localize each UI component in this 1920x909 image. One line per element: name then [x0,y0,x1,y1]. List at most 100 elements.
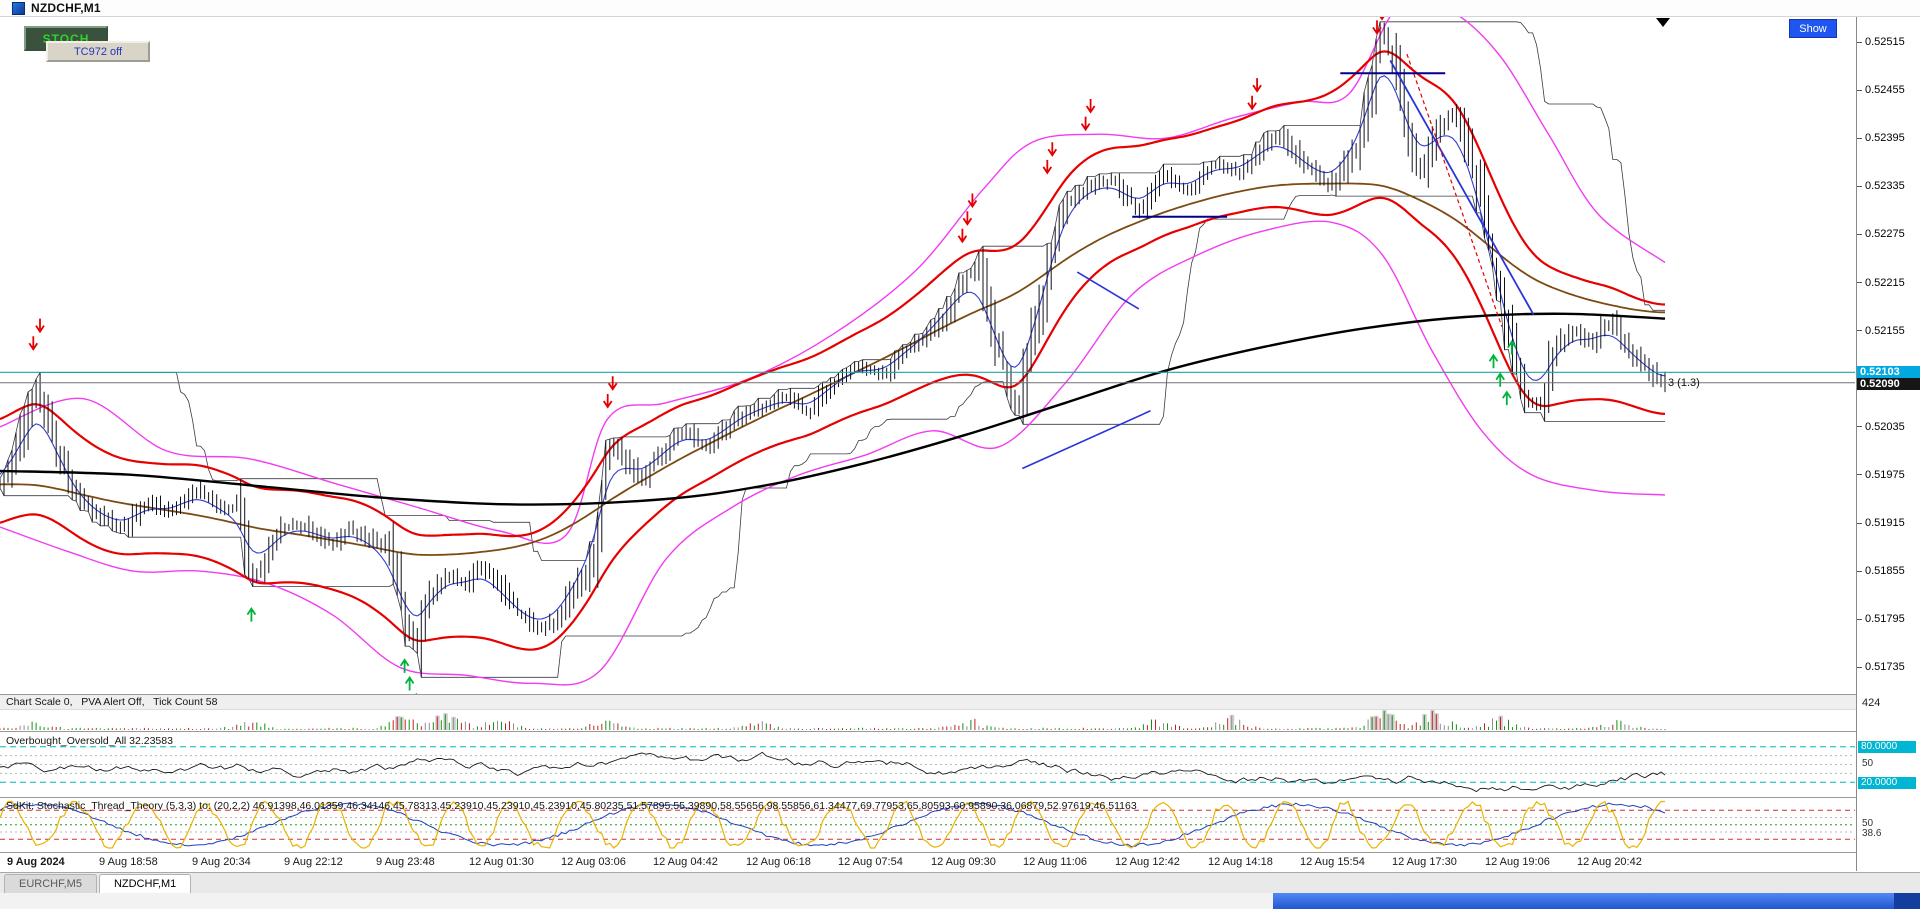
time-label: 12 Aug 06:18 [746,856,811,868]
sell-arrow-icon[interactable] [28,336,39,351]
time-label: 12 Aug 19:06 [1485,856,1550,868]
obos-level-high-badge: 80.0000 [1858,741,1916,753]
price-tick-mark [1857,619,1862,620]
chart-title: NZDCHF,M1 [31,1,101,15]
candles [0,21,1666,678]
volume-scale-value: 424 [1862,697,1881,709]
price-tick-mark [1857,138,1862,139]
price-tick-mark [1857,571,1862,572]
stoch-current-value: 38.6 [1862,828,1882,839]
sell-arrow-icon[interactable] [1247,95,1257,111]
sell-arrow-icon[interactable] [607,376,618,391]
sell-arrow-icon[interactable] [1047,142,1058,157]
obos-indicator-label: Overbought_Oversold_All 32.23583 [6,735,173,747]
panel-separator[interactable] [0,731,1856,732]
time-label: 12 Aug 11:06 [1023,856,1088,868]
volume-panel-header: Chart Scale 0, PVA Alert Off, Tick Count… [0,695,1856,710]
price-tick-label: 0.52215 [1865,277,1905,289]
price-tick-mark [1857,234,1862,235]
time-label: 12 Aug 03:06 [561,856,626,868]
outer-band-upper [0,17,1666,544]
sell-arrow-icon[interactable] [1252,78,1262,93]
time-label: 12 Aug 09:30 [931,856,996,868]
volume-panel-canvas[interactable] [0,710,1855,731]
price-tick-mark [1857,42,1862,43]
time-label: 12 Aug 14:18 [1208,856,1273,868]
buy-arrow-icon[interactable] [246,606,257,622]
stochastic-canvas[interactable] [0,798,1855,852]
trendline[interactable] [1389,59,1535,316]
sell-arrow-icon[interactable] [35,318,45,334]
tab-nzdchf-m1[interactable]: NZDCHF,M1 [98,874,192,893]
stoch-level-mid-value: 50 [1862,818,1874,829]
buy-arrow-icon[interactable] [1488,353,1499,369]
time-label: 9 Aug 23:48 [376,856,435,868]
current-bar-marker [1656,18,1670,27]
panel-separator[interactable] [0,852,1856,853]
red-band-upper [0,50,1666,538]
price-tick-mark [1857,186,1862,187]
buy-arrow-icon[interactable] [1507,339,1517,355]
price-tick-label: 0.52275 [1865,228,1905,240]
buy-arrow-icon[interactable] [1502,390,1512,406]
trendline[interactable] [1076,271,1140,310]
volume-panel-label: Chart Scale 0, PVA Alert Off, Tick Count… [6,696,218,708]
sell-arrow-icon[interactable] [1372,20,1382,36]
trendline[interactable] [1021,410,1151,470]
price-tick-label: 0.52395 [1865,132,1905,144]
time-label: 12 Aug 15:54 [1300,856,1365,868]
stochastic-indicator-label: SdKit; Stochastic_Thread_Theory (5,3,3) … [6,800,1137,812]
buy-arrow-icon[interactable] [399,658,410,673]
show-button[interactable]: Show [1789,19,1837,38]
obos-line [0,751,1666,793]
price-tick-label: 0.51975 [1865,469,1905,481]
bottom-strip [0,893,1920,909]
price-axis-separator [1856,17,1857,871]
sell-arrow-icon[interactable] [962,211,973,226]
sell-arrow-icon[interactable] [1042,159,1053,175]
trendline[interactable] [1406,53,1503,327]
time-label: 12 Aug 20:42 [1577,856,1642,868]
red-band-lower [0,196,1666,651]
sell-arrow-icon[interactable] [1085,99,1096,114]
time-axis[interactable]: 9 Aug 2024 9 Aug 18:58 9 Aug 20:34 9 Aug 22… [0,853,1856,871]
overlay-toggle-button[interactable]: TC972 off [46,41,150,62]
time-label: 12 Aug 01:30 [469,856,534,868]
brown-ma [0,182,1665,556]
trade-annotation: 3 (1.3) [1668,377,1700,389]
chart-title-bar[interactable]: NZDCHF,M1 [0,0,1920,17]
price-axis[interactable]: 0.52103 0.52090 0.52515 0.52455 0.52395 0.5… [1857,17,1920,871]
tab-eurchf-m5[interactable]: EURCHF,M5 [4,874,97,893]
buy-arrow-icon[interactable] [1495,372,1505,387]
price-tick-mark [1857,523,1862,524]
time-label: 9 Aug 20:34 [192,856,251,868]
panel-separator[interactable] [0,797,1856,798]
sell-arrow-icon[interactable] [602,394,613,409]
last-price-badge: 0.52090 [1857,378,1920,390]
buy-arrow-icon[interactable] [404,675,415,691]
price-tick-mark [1857,426,1862,427]
price-tick-label: 0.51915 [1865,517,1905,529]
chart-icon [12,1,25,15]
time-label: 12 Aug 12:42 [1115,856,1180,868]
time-label: 9 Aug 18:58 [99,856,158,868]
sell-arrow-icon[interactable] [1080,116,1091,132]
taskbar-corner [1894,893,1920,909]
sell-arrow-icon[interactable] [1378,17,1386,21]
channel-lower [0,194,1665,678]
overbought-oversold-canvas[interactable] [0,732,1855,797]
time-label: 12 Aug 04:42 [653,856,718,868]
price-tick-mark [1857,330,1862,331]
chart-tab-bar: EURCHF,M5 NZDCHF,M1 [0,872,1920,893]
sell-arrow-icon[interactable] [967,193,978,209]
sell-arrow-icon[interactable] [957,228,968,244]
price-tick-mark [1857,474,1862,475]
panel-separator[interactable] [0,694,1856,695]
stoch-signal-line [0,802,1666,848]
stoch-main-line [0,800,1665,849]
outer-band-lower [0,220,1666,686]
time-label: 12 Aug 17:30 [1392,856,1457,868]
blue-ma [0,75,1666,620]
main-chart-canvas[interactable] [0,17,1855,694]
